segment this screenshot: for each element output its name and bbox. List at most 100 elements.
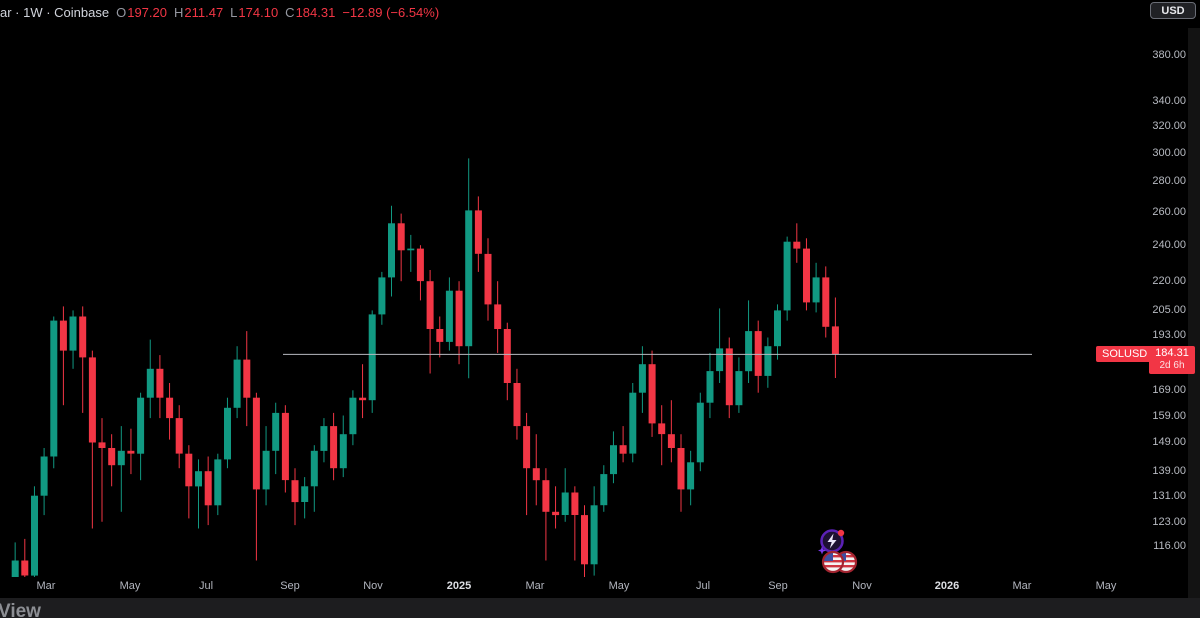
candle-body xyxy=(166,397,174,419)
price-tick-label: 159.00 xyxy=(1152,410,1186,422)
bar-countdown: 2d 6h xyxy=(1159,360,1185,371)
candle-body xyxy=(359,397,367,401)
price-tick-label: 320.00 xyxy=(1152,120,1186,132)
candle-body xyxy=(561,492,569,515)
symbol-description[interactable]: ar · 1W · Coinbase xyxy=(0,4,110,20)
candle-body xyxy=(513,383,521,427)
candle-body xyxy=(21,560,29,576)
candle-body xyxy=(368,314,376,401)
ohlc-open-label: O xyxy=(116,4,127,20)
candle-body xyxy=(774,310,781,347)
candle-body xyxy=(243,359,251,398)
candle-body xyxy=(301,486,309,502)
candle-body xyxy=(40,456,48,496)
economic-events-icon[interactable] xyxy=(820,549,858,576)
candle-body xyxy=(69,316,77,351)
price-tick-label: 300.00 xyxy=(1152,147,1186,159)
symbol-price-label: SOLUSD xyxy=(1096,346,1154,362)
change-value: −12.89 (−6.54%) xyxy=(342,4,440,20)
candle-body xyxy=(108,448,116,466)
price-tick-label: 380.00 xyxy=(1152,49,1186,61)
ohlc-close-label: C xyxy=(285,4,295,20)
price-tick-label: 240.00 xyxy=(1152,239,1186,251)
candle-body xyxy=(648,364,656,424)
ohlc-close-value: 184.31 xyxy=(295,4,336,20)
time-tick-label: Mar xyxy=(36,580,56,592)
ohlc-open-value: 197.20 xyxy=(127,4,167,20)
ohlc-high-label: H xyxy=(173,4,184,20)
candle-body xyxy=(281,412,289,481)
currency-toggle-button[interactable]: USD xyxy=(1150,2,1196,19)
candle-body xyxy=(494,304,502,329)
candle-body xyxy=(204,471,212,506)
candle-body xyxy=(50,320,58,457)
candle-body xyxy=(426,281,434,329)
ohlc-high-value: 211.47 xyxy=(184,4,224,20)
candle-body xyxy=(137,397,145,454)
ohlc-low-value: 174.10 xyxy=(238,4,279,20)
candle-body xyxy=(445,290,453,342)
time-axis[interactable]: Mar May Jul Sep Nov 2025 Mar May Jul Sep Nov 2026 Ma… xyxy=(0,578,1130,598)
candle-body xyxy=(175,418,183,454)
price-tick-label: 205.00 xyxy=(1152,304,1186,316)
candle-body xyxy=(195,471,202,487)
candle-body xyxy=(581,515,588,565)
candle-body xyxy=(416,248,424,282)
time-tick-label: Mar xyxy=(1012,580,1032,592)
candle-body xyxy=(754,331,762,376)
candle-body xyxy=(339,434,347,469)
candle-body xyxy=(706,371,714,403)
tradingview-watermark[interactable]: View xyxy=(0,601,41,618)
symbol-legend[interactable]: ar · 1W · Coinbase O 197.20 H 211.47 L 1… xyxy=(0,4,439,20)
price-tick-label: 149.00 xyxy=(1152,436,1186,448)
candle-body xyxy=(262,450,270,490)
candle-body xyxy=(571,492,579,515)
candle-body xyxy=(79,316,87,358)
candle-body xyxy=(455,290,463,347)
candle-body xyxy=(291,480,299,503)
candle-body xyxy=(831,326,839,355)
candle-body xyxy=(783,241,791,311)
candle-body xyxy=(59,320,67,351)
candle-body xyxy=(590,505,598,565)
time-tick-label: May xyxy=(1095,580,1117,592)
candle-body xyxy=(407,248,415,251)
candlestick-chart-canvas[interactable] xyxy=(0,0,1130,577)
price-tick-label: 116.00 xyxy=(1153,540,1186,552)
candle-body xyxy=(793,241,801,249)
time-tick-label: Sep xyxy=(280,580,300,592)
bottom-toolbar-strip: View xyxy=(0,598,1200,618)
candle-body xyxy=(619,445,627,454)
candle-body xyxy=(310,450,318,487)
candle-body xyxy=(658,423,666,435)
candle-body xyxy=(330,426,338,469)
candle-body xyxy=(127,450,135,454)
candle-body xyxy=(803,248,810,303)
candle-body xyxy=(764,346,772,376)
candle-body xyxy=(716,348,724,372)
time-tick-label: Sep xyxy=(768,580,788,592)
candle-body xyxy=(745,331,753,372)
price-tick-label: 131.00 xyxy=(1152,490,1186,502)
candle-body xyxy=(98,442,106,448)
candle-body xyxy=(388,223,395,278)
crypto-event-icon[interactable] xyxy=(817,527,847,557)
time-tick-label: Nov xyxy=(852,580,872,592)
price-tick-label: 193.00 xyxy=(1152,329,1186,341)
time-tick-label: Nov xyxy=(363,580,383,592)
time-tick-label: Jul xyxy=(695,580,711,592)
price-axis[interactable]: 380.00 340.00 320.00 300.00 280.00 260.00 240.… xyxy=(1130,0,1200,578)
candle-body xyxy=(320,426,328,451)
price-tick-label: 220.00 xyxy=(1152,275,1186,287)
candle-body xyxy=(532,468,540,481)
candle-body xyxy=(224,407,231,460)
candle-body xyxy=(687,462,695,490)
candle-body xyxy=(667,434,675,448)
candle-body xyxy=(436,329,444,342)
candle-body xyxy=(272,412,280,451)
candle-body xyxy=(11,560,19,577)
candle-body xyxy=(822,277,830,327)
ohlc-low-label: L xyxy=(230,4,238,20)
candle-body xyxy=(812,277,820,303)
price-tick-label: 169.00 xyxy=(1152,384,1186,396)
